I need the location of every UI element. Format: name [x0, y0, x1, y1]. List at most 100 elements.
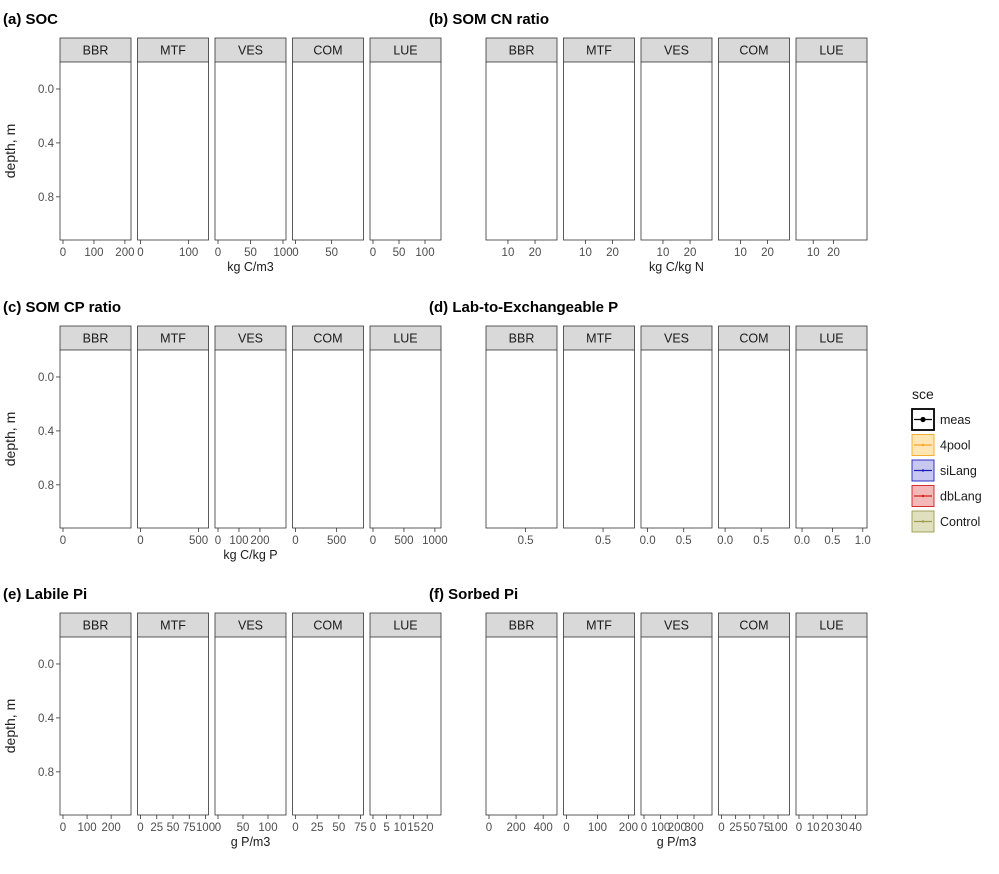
x-tick-label: 0.5	[595, 535, 611, 547]
x-tick-label: 0	[60, 247, 66, 259]
x-tick-label: 25	[311, 822, 324, 834]
x-tick-label: 0	[215, 822, 221, 834]
x-tick-label: 20	[421, 822, 434, 834]
facet-label: COM	[739, 44, 768, 58]
facet-strip	[59, 37, 132, 63]
x-tick-label: 0.5	[824, 535, 840, 547]
facet-ves: VES 0 50 100	[214, 612, 287, 834]
x-tick-label: 15	[407, 822, 420, 834]
facet-com: COM 10 20	[718, 37, 790, 259]
x-axis-label: g P/m3	[657, 835, 697, 849]
facet-label: VES	[238, 332, 263, 346]
x-tick-label: 0	[215, 247, 221, 259]
facet-com: COM 0 500	[292, 325, 364, 547]
y-tick-label: 0.0	[38, 372, 54, 384]
y-tick-label: 0.4	[38, 138, 55, 150]
x-tick-label: 20	[761, 247, 774, 259]
facet-ves: VES 10 20	[640, 37, 713, 259]
facet-label: VES	[238, 619, 263, 633]
y-tick-label: 0.0	[38, 84, 54, 96]
facet-strip	[640, 612, 713, 638]
x-tick-label: 25	[729, 822, 742, 834]
facet-border	[718, 636, 790, 816]
x-tick-label: 0.0	[717, 535, 733, 547]
facet-border	[214, 636, 287, 816]
x-tick-label: 100	[229, 535, 248, 547]
x-tick-label: 1.0	[855, 535, 871, 547]
x-tick-label: 10	[807, 247, 820, 259]
facet-label: BBR	[83, 332, 109, 346]
legend-label: 4pool	[940, 439, 971, 453]
facet-lue: LUE 0 500 1000	[369, 325, 448, 547]
legend-item-dblang: dbLang	[911, 485, 982, 507]
facet-lue: LUE 0 50 100	[369, 37, 442, 259]
facet-ves: VES 0 50 100	[214, 37, 293, 259]
x-tick-label: 40	[849, 822, 862, 834]
facet-label: LUE	[393, 619, 417, 633]
facet-label: BBR	[509, 619, 535, 633]
x-tick-label: 20	[529, 247, 542, 259]
x-tick-label: 50	[743, 822, 756, 834]
facet-label: LUE	[819, 332, 843, 346]
facet-label: BBR	[83, 619, 109, 633]
facet-border	[795, 61, 868, 241]
facet-strip	[292, 612, 364, 638]
facet-bbr: BBR 0	[59, 325, 132, 547]
facet-bbr: BBR 0 100 200	[59, 612, 132, 834]
facet-border	[718, 349, 790, 529]
facet-strip	[59, 612, 132, 638]
x-tick-label: 400	[534, 822, 553, 834]
facet-label: MTF	[160, 332, 186, 346]
y-tick-label: 0.8	[38, 480, 54, 492]
facet-border	[485, 636, 558, 816]
facet-mtf: MTF 0.5	[563, 325, 635, 547]
y-tick-label: 0.4	[38, 426, 55, 438]
facet-strip	[369, 325, 442, 351]
x-tick-label: 0.0	[640, 535, 656, 547]
y-tick-label: 0.4	[38, 713, 55, 725]
y-tick-label: 0.8	[38, 192, 54, 204]
panel-title: (d) Lab-to-Exchangeable P	[429, 299, 618, 316]
facet-label: COM	[313, 332, 342, 346]
x-tick-label: 200	[250, 535, 269, 547]
x-tick-label: 0	[563, 822, 569, 834]
x-tick-label: 100	[651, 822, 670, 834]
facet-border	[640, 636, 713, 816]
x-tick-label: 100	[196, 822, 215, 834]
facet-lue: LUE 0.0 0.5 1.0	[794, 325, 871, 547]
facet-label: COM	[313, 44, 342, 58]
legend-label: Control	[940, 515, 980, 529]
x-tick-label: 20	[827, 247, 840, 259]
legend-key-point	[921, 443, 925, 447]
y-axis-label: depth, m	[2, 699, 18, 753]
facet-label: LUE	[819, 44, 843, 58]
facet-lue: LUE 10 20	[795, 37, 868, 259]
x-tick-label: 10	[807, 822, 820, 834]
x-tick-label: 50	[393, 247, 406, 259]
x-tick-label: 50	[244, 247, 257, 259]
facet-com: COM 0 25 50 75	[292, 612, 367, 834]
x-tick-label: 500	[394, 535, 413, 547]
facet-strip	[292, 37, 364, 63]
x-tick-label: 20	[606, 247, 619, 259]
facet-strip	[214, 612, 287, 638]
facet-border	[137, 349, 209, 529]
y-axis-label: depth, m	[2, 412, 18, 466]
facet-label: VES	[664, 332, 689, 346]
facet-bbr: BBR 0 100 200	[59, 37, 134, 259]
facet-label: COM	[739, 619, 768, 633]
x-tick-label: 50	[167, 822, 180, 834]
facet-border	[563, 61, 635, 241]
x-tick-label: 50	[237, 822, 250, 834]
facet-border	[137, 636, 209, 816]
facet-border	[563, 636, 635, 816]
facet-strip	[563, 612, 635, 638]
x-tick-label: 200	[506, 822, 525, 834]
x-tick-label: 0.0	[794, 535, 810, 547]
facet-strip	[795, 37, 868, 63]
x-tick-label: 0	[137, 822, 143, 834]
x-tick-label: 0.5	[753, 535, 769, 547]
facet-strip	[137, 37, 209, 63]
